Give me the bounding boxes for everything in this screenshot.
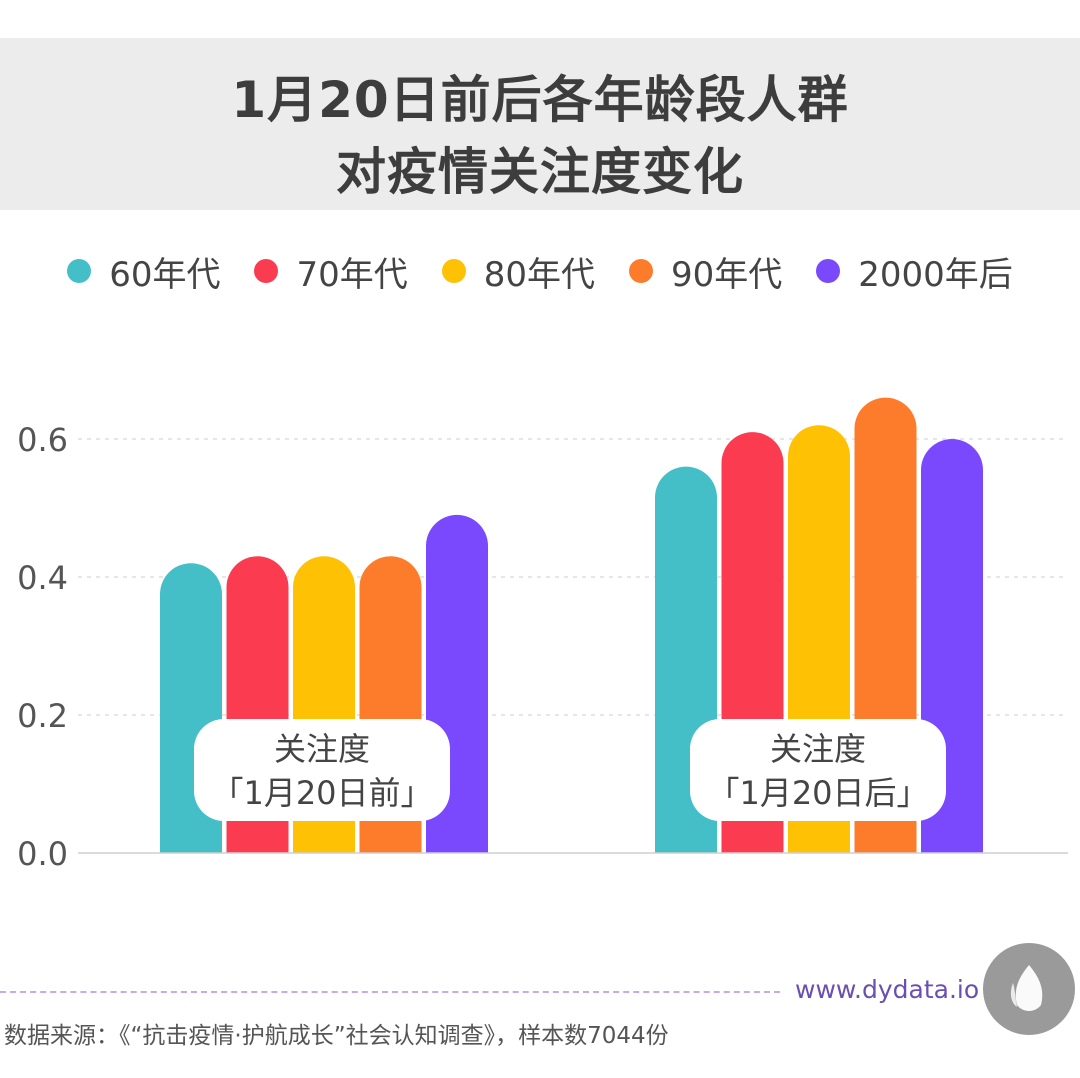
data-source-note: 数据来源：《“抗击疫情·护航成长”社会认知调查》，样本数7044份 <box>4 1023 669 1049</box>
legend-swatch-70s <box>254 259 279 283</box>
title-band <box>0 38 1080 210</box>
y-tick-label: 0.4 <box>17 559 68 597</box>
category-label-line: 「1月20日后」 <box>707 774 928 812</box>
legend-swatch-60s <box>67 259 92 283</box>
category-label-box <box>194 719 450 821</box>
legend-swatch-80s <box>441 259 466 283</box>
legend-label-60s: 60年代 <box>109 254 221 295</box>
category-label-line: 关注度 <box>770 730 866 768</box>
category-label-line: 「1月20日前」 <box>211 774 432 812</box>
legend-item-80s: 80年代 <box>441 247 595 296</box>
category-label-line: 关注度 <box>274 730 370 768</box>
legend-item-60s: 60年代 <box>67 247 220 296</box>
footer-divider <box>0 991 780 993</box>
legend-label-70s: 70年代 <box>296 254 408 295</box>
chart-title-line-2: 对疫情关注度变化 <box>336 143 744 201</box>
legend-swatch-2000s <box>816 259 841 283</box>
legend-label-80s: 80年代 <box>483 254 595 295</box>
y-tick-label: 0.2 <box>17 697 68 735</box>
legend-swatch-90s <box>629 259 653 283</box>
legend-label-90s: 90年代 <box>671 254 783 295</box>
legend-item-90s: 90年代 <box>629 247 782 296</box>
legend-item-70s: 70年代 <box>254 247 408 296</box>
footer-site-link[interactable]: www.dydata.io <box>795 975 980 1004</box>
category-label-after: 关注度「1月20日后」 <box>690 719 946 821</box>
category-label-before: 关注度「1月20日前」 <box>194 719 450 821</box>
category-label-box <box>690 719 946 821</box>
y-tick-label: 0.0 <box>17 835 68 873</box>
chart-title-line-1: 1月20日前后各年龄段人群 <box>231 71 849 129</box>
legend: 60年代 70年代 80年代 90年代 2000年后 <box>0 246 1080 296</box>
legend-label-2000s: 2000年后 <box>858 254 1013 295</box>
y-tick-label: 0.6 <box>17 421 68 459</box>
legend-item-2000s: 2000年后 <box>816 247 1013 296</box>
brand-logo-icon <box>983 943 1075 1035</box>
